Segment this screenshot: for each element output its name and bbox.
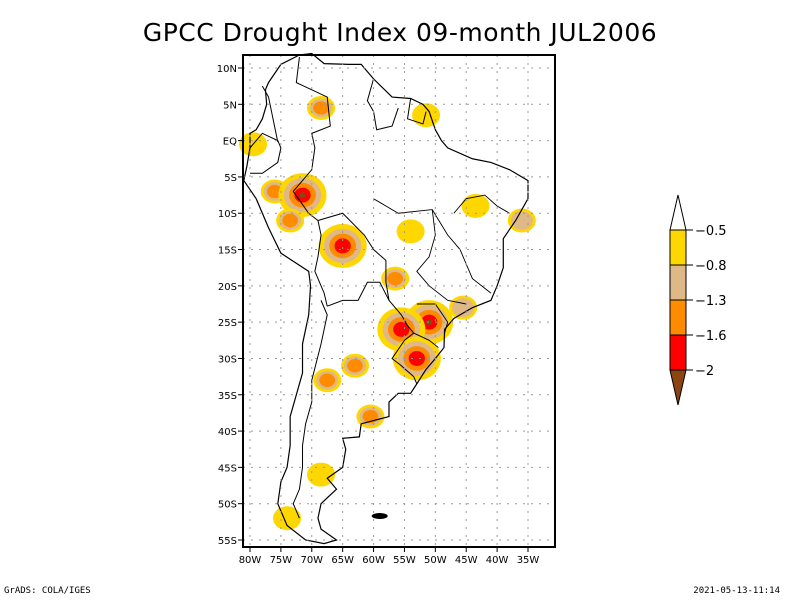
colorbar-bottom-arrow bbox=[669, 369, 687, 406]
country-border bbox=[292, 57, 331, 192]
drought-area-south-chile bbox=[273, 506, 302, 531]
drought-area-argentina-west bbox=[319, 373, 336, 387]
south-america-coastline bbox=[243, 52, 529, 545]
drought-area-peru-central bbox=[282, 213, 298, 228]
map-title: GPCC Drought Index 09-month JUL2006 bbox=[142, 18, 658, 47]
drought-area-mato-grosso bbox=[396, 219, 425, 244]
drought-area-argentina-central bbox=[347, 359, 363, 373]
colorbar: −0.5 −0.8 −1.3 −1.6 −2 bbox=[669, 194, 727, 406]
lon-tick-label: 50W bbox=[424, 555, 447, 566]
country-border bbox=[406, 98, 427, 125]
colorbar-label: −2 bbox=[695, 364, 714, 379]
country-border bbox=[292, 300, 328, 519]
lat-tick-label: 55S bbox=[218, 536, 237, 547]
country-border bbox=[292, 191, 328, 307]
gridlines bbox=[243, 55, 555, 547]
lat-tick-label: 10N bbox=[217, 64, 237, 75]
state-border bbox=[373, 198, 492, 294]
drought-area-bahia bbox=[461, 193, 490, 218]
drought-area-parana bbox=[426, 319, 433, 326]
colorbar-label: −0.8 bbox=[695, 259, 727, 274]
country-border bbox=[249, 132, 282, 174]
drought-area-bolivia-north bbox=[334, 238, 351, 254]
drought-area-rio-grande-sul bbox=[408, 350, 425, 366]
falkland-islands bbox=[371, 513, 388, 520]
drought-area-paraguay bbox=[393, 321, 410, 337]
colorbar-label: −0.5 bbox=[695, 224, 727, 239]
country-border bbox=[366, 78, 399, 131]
lat-tick-label: 10S bbox=[218, 209, 237, 220]
lon-tick-label: 70W bbox=[300, 555, 323, 566]
lon-tick-label: 45W bbox=[455, 555, 478, 566]
drought-area-guiana bbox=[412, 103, 441, 128]
lon-tick-label: 60W bbox=[362, 555, 385, 566]
lon-tick-label: 55W bbox=[393, 555, 416, 566]
drought-area-peru-amazon bbox=[299, 192, 306, 199]
coastline-layer bbox=[243, 52, 529, 545]
state-border bbox=[416, 303, 449, 334]
country-border bbox=[317, 212, 390, 301]
map-border bbox=[242, 54, 556, 548]
lat-tick-label: 5N bbox=[223, 100, 237, 111]
lat-tick-label: 20S bbox=[218, 282, 237, 293]
colorbar-label: −1.6 bbox=[695, 329, 727, 344]
lon-tick-label: 40W bbox=[486, 555, 509, 566]
lat-tick-label: 45S bbox=[218, 463, 237, 474]
state-border bbox=[453, 194, 510, 214]
map-frame bbox=[242, 54, 556, 548]
lat-tick-label: 40S bbox=[218, 427, 237, 438]
colorbar-top-arrow bbox=[669, 194, 687, 231]
lat-tick-label: 35S bbox=[218, 391, 237, 402]
axes-labels: 10N 5N EQ 5S 10S 15S 20S 25S 30S 35S 40S 45S 50S 55S8… bbox=[217, 64, 540, 566]
lon-tick-label: 75W bbox=[270, 555, 293, 566]
lon-tick-label: 35W bbox=[517, 555, 540, 566]
drought-fill-layer bbox=[239, 95, 536, 531]
lat-tick-label: 50S bbox=[218, 500, 237, 511]
lat-tick-label: EQ bbox=[223, 137, 237, 148]
drought-area-caribbean-coast bbox=[313, 101, 329, 115]
colorbar-segment bbox=[669, 299, 687, 336]
colorbar-segment bbox=[669, 334, 687, 371]
country-border bbox=[261, 85, 279, 143]
timestamp: 2021-05-13-11:14 bbox=[693, 586, 780, 596]
colorbar-segment bbox=[669, 229, 687, 266]
state-border bbox=[413, 332, 439, 348]
colorbar-label: −1.3 bbox=[695, 294, 727, 309]
lat-tick-label: 25S bbox=[218, 318, 237, 329]
lon-tick-label: 65W bbox=[331, 555, 354, 566]
drought-area-ne-brazil-coast bbox=[510, 211, 533, 230]
colorbar-segment bbox=[669, 264, 687, 301]
state-border bbox=[416, 209, 467, 305]
lat-tick-label: 30S bbox=[218, 354, 237, 365]
lat-tick-label: 5S bbox=[224, 173, 237, 184]
drought-area-goias bbox=[387, 271, 404, 286]
lat-tick-label: 15S bbox=[218, 246, 237, 257]
country-border bbox=[327, 281, 408, 327]
drought-area-patagonia bbox=[307, 462, 336, 487]
grads-credit: GrADS: COLA/IGES bbox=[4, 586, 91, 596]
lon-tick-label: 80W bbox=[239, 555, 262, 566]
drought-area-sao-paulo-coast bbox=[452, 298, 475, 317]
